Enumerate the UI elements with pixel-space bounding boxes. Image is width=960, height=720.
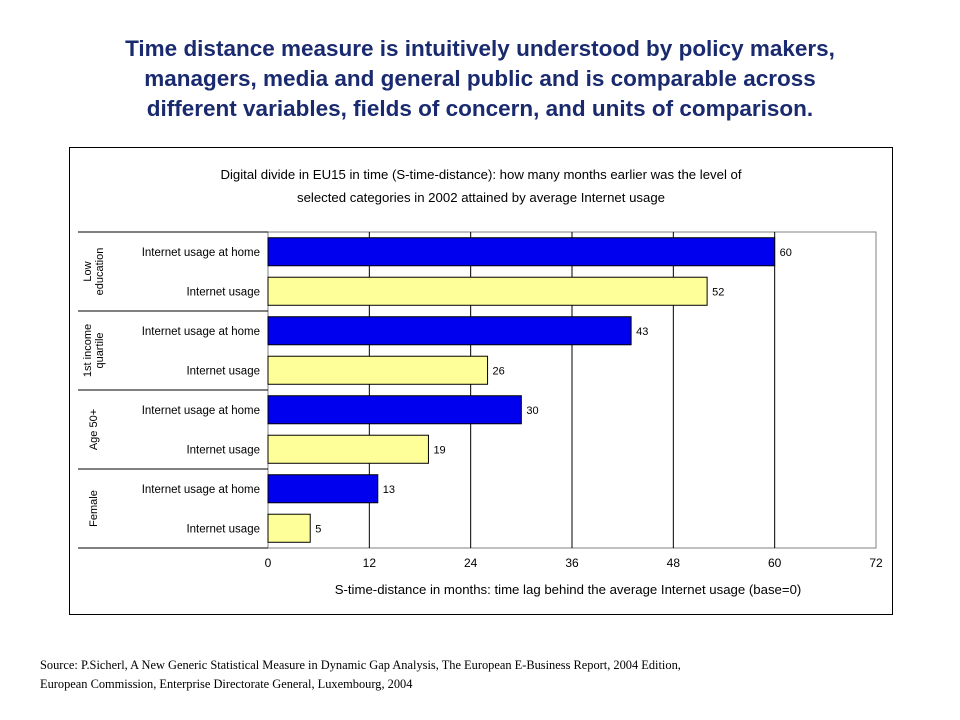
category-label: Internet usage at home	[142, 247, 260, 259]
bar-home	[267, 474, 379, 504]
source-note: Source: P.Sicherl, A New Generic Statist…	[40, 656, 930, 694]
category-label: Internet usage	[186, 286, 260, 298]
bar-chart: Digital divide in EU15 in time (S-time-d…	[78, 167, 883, 597]
x-tick-label: 12	[363, 556, 377, 570]
category-label: Internet usage at home	[142, 484, 260, 496]
category-label: Internet usage	[186, 444, 260, 456]
bar-home	[267, 395, 522, 425]
bar-home	[267, 316, 632, 346]
group-label: Female	[88, 490, 100, 527]
slide-title-line: different variables, fields of concern, …	[146, 96, 814, 121]
chart-frame: Digital divide in EU15 in time (S-time-d…	[69, 147, 893, 615]
data-label: 19	[433, 444, 445, 456]
x-tick-label: 72	[869, 556, 883, 570]
category-label: Internet usage	[186, 365, 260, 377]
bar-usage	[267, 355, 489, 385]
bar-usage	[267, 513, 311, 543]
x-tick-label: 24	[464, 556, 478, 570]
x-axis-label: S-time-distance in months: time lag behi…	[335, 582, 802, 597]
category-label: Internet usage	[186, 523, 260, 535]
slide-title: Time distance measure is intuitively und…	[30, 34, 930, 124]
slide-title-line: Time distance measure is intuitively und…	[125, 36, 835, 61]
slide-title-line: managers, media and general public and i…	[144, 66, 816, 91]
source-line: Source: P.Sicherl, A New Generic Statist…	[40, 658, 681, 672]
group-label: education	[94, 248, 106, 296]
group-label: Age 50+	[88, 409, 100, 450]
x-tick-label: 48	[667, 556, 681, 570]
data-label: 5	[315, 523, 321, 535]
source-line: European Commission, Enterprise Director…	[40, 677, 413, 691]
bar-usage	[267, 434, 429, 464]
data-label: 26	[493, 365, 505, 377]
data-label: 13	[383, 484, 395, 496]
group-label: 1st income	[82, 324, 94, 377]
bar-home	[267, 237, 776, 267]
x-tick-label: 0	[265, 556, 272, 570]
group-label: Low	[82, 261, 94, 281]
x-tick-label: 36	[565, 556, 579, 570]
chart-title: Digital divide in EU15 in time (S-time-d…	[220, 167, 741, 182]
x-tick-label: 60	[768, 556, 782, 570]
data-label: 30	[526, 405, 538, 417]
chart-title: selected categories in 2002 attained by …	[297, 190, 665, 205]
category-label: Internet usage at home	[142, 326, 260, 338]
data-label: 60	[780, 247, 792, 259]
group-label: quartile	[94, 332, 106, 368]
category-label: Internet usage at home	[142, 405, 260, 417]
data-label: 43	[636, 326, 648, 338]
data-label: 52	[712, 286, 724, 298]
bar-usage	[267, 276, 708, 306]
